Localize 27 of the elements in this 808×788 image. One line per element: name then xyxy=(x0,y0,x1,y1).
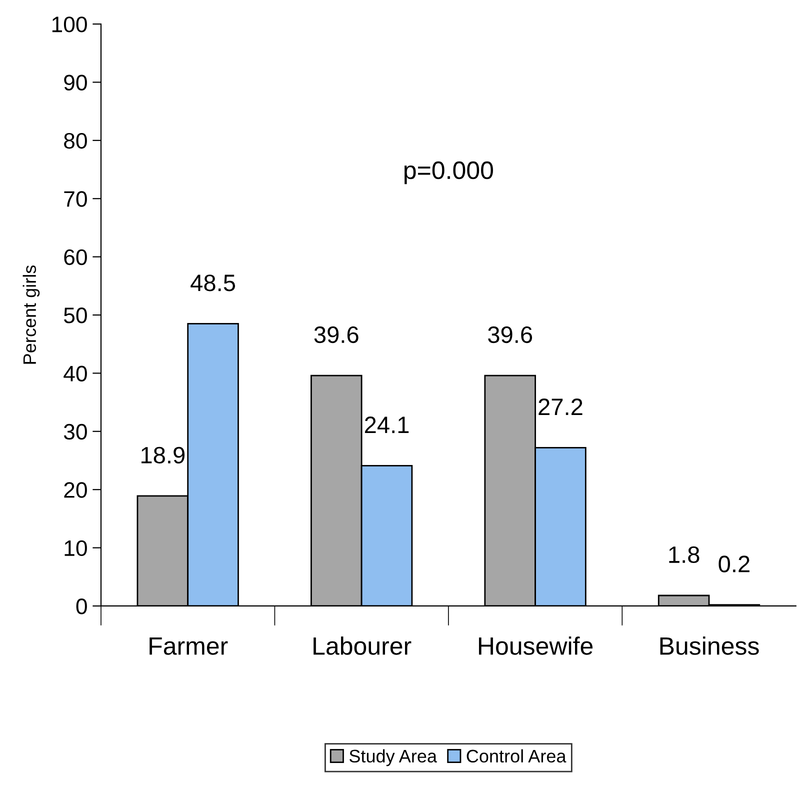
y-tick-label: 50 xyxy=(64,308,87,324)
data-label: 1.8 xyxy=(669,546,700,564)
legend-label: Study Area xyxy=(350,749,438,766)
y-tick-label: 60 xyxy=(64,249,87,266)
x-tick-label: Business xyxy=(660,636,759,655)
y-tick-label: 100 xyxy=(52,16,87,32)
y-tick-label: 10 xyxy=(64,540,87,556)
annotation: p=0.000 xyxy=(404,161,493,184)
y-tick-label: 0 xyxy=(76,598,87,614)
data-label: 27.2 xyxy=(538,398,582,416)
data-label: 39.6 xyxy=(488,326,532,344)
x-tick-label: Farmer xyxy=(150,637,228,655)
data-label: 48.5 xyxy=(190,274,236,292)
data-label: 18.9 xyxy=(141,446,185,464)
x-tick-label: Housewife xyxy=(478,636,593,655)
y-tick-label: 80 xyxy=(64,132,87,149)
y-tick-label: 30 xyxy=(64,424,87,440)
y-tick-label: 20 xyxy=(64,482,87,498)
x-tick-label: Labourer xyxy=(314,636,412,655)
data-label: 24.1 xyxy=(364,416,409,434)
y-tick-label: 90 xyxy=(64,74,87,90)
data-label: 39.6 xyxy=(314,326,358,344)
data-label: 0.2 xyxy=(718,556,750,572)
legend-label: Control Area xyxy=(466,749,566,763)
y-tick-label: 40 xyxy=(64,366,87,382)
y-tick-label: 70 xyxy=(64,191,87,207)
y-axis-title: Percent girls xyxy=(22,265,40,364)
